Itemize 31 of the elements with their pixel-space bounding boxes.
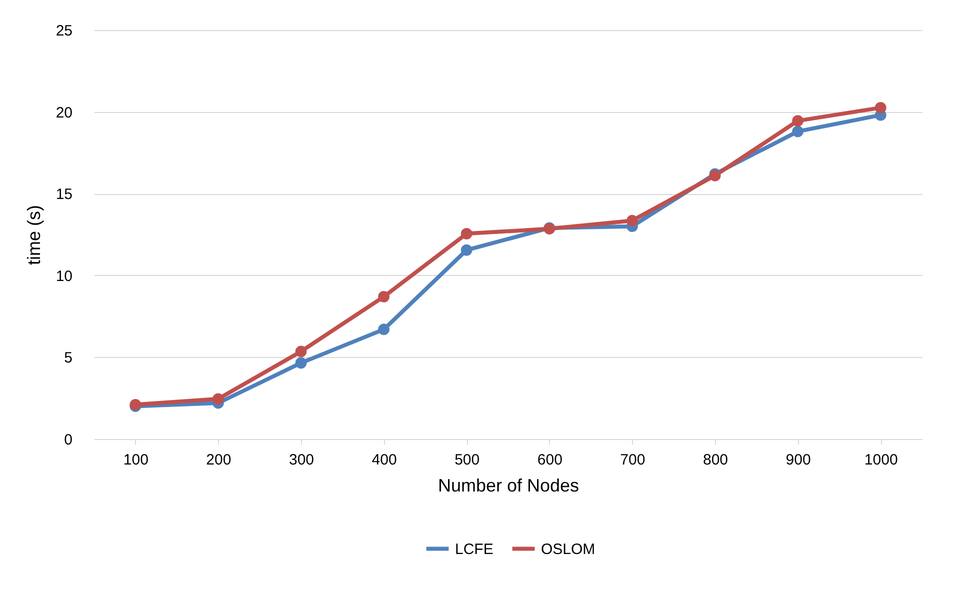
point <box>460 244 472 256</box>
x-tick-label: 200 <box>206 452 232 468</box>
x-tick-label: 1000 <box>864 452 898 468</box>
x-tick-label: 600 <box>537 452 562 468</box>
point <box>874 102 886 114</box>
point <box>295 346 307 358</box>
y-tick-label: 10 <box>56 268 72 285</box>
legend-label: OSLOM <box>541 540 596 558</box>
x-tick-label: 500 <box>454 452 480 468</box>
y-tick-label: 25 <box>56 22 72 40</box>
y-tick-label: 5 <box>64 350 72 367</box>
x-tick-label: 300 <box>288 452 314 468</box>
y-axis-title: time (s) <box>24 205 44 265</box>
point <box>378 290 390 302</box>
point <box>212 393 224 405</box>
point <box>792 126 804 138</box>
y-tick-label: 15 <box>56 186 72 204</box>
y-tick-label: 0 <box>64 432 72 448</box>
point <box>626 214 638 226</box>
point <box>295 357 307 369</box>
point <box>460 228 472 240</box>
x-tick-label: 700 <box>620 452 646 468</box>
point <box>792 115 804 126</box>
x-axis-title: Number of Nodes <box>438 476 580 496</box>
x-tick-label: 400 <box>372 452 397 468</box>
x-tick-label: 800 <box>702 452 728 468</box>
point <box>378 324 390 336</box>
x-tick-label: 100 <box>123 452 148 468</box>
x-tick-label: 900 <box>786 452 811 468</box>
legend-label: LCFE <box>455 540 494 558</box>
y-tick-label: 20 <box>56 104 72 122</box>
